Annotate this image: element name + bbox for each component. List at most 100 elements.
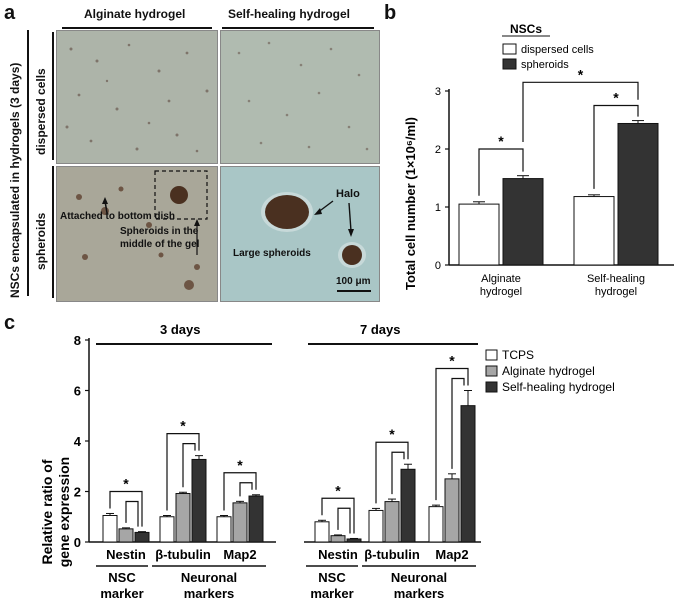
chart-c-bar-2-0	[216, 516, 232, 543]
chart-c-marker-3-line1: Neuronal	[391, 570, 447, 585]
chart-b-legend-swatch-spheroids	[502, 58, 517, 70]
chart-c-marker-2-line2: marker	[310, 586, 353, 601]
micrograph-alginate-dispersed-image	[57, 31, 217, 163]
col-header-selfhealing-underline	[222, 27, 374, 29]
chart-c-sig-outer-5	[435, 367, 469, 501]
chart-c-bar-4-1	[384, 501, 400, 543]
annotation-attached: Attached to bottom dish	[60, 211, 175, 222]
chart-c-sig-star-3: *	[335, 482, 341, 498]
chart-c-xlabel-3: Nestin	[318, 547, 358, 562]
chart-c-sig-outer-2	[223, 472, 257, 511]
chart-c-bar-3-2	[346, 538, 362, 543]
chart-c-xlabel-1: β-tubulin	[155, 547, 211, 562]
chart-c-sig-inner-1	[182, 443, 196, 488]
micrograph-alginate-spheroids	[56, 166, 218, 302]
chart-c-time-3days: 3 days	[160, 322, 200, 337]
micrograph-alginate-spheroids-image	[57, 167, 217, 301]
chart-c-marker-3-line2: markers	[394, 586, 445, 601]
annotation-large-spheroids: Large spheroids	[233, 248, 311, 259]
chart-c-bar-1-2	[191, 458, 207, 543]
chart-c-bar-5-0	[428, 506, 444, 543]
chart-c-sig-star-2: *	[237, 457, 243, 473]
chart-c-ytick-label-4: 8	[74, 333, 81, 348]
chart-c-bar-5-1	[444, 478, 460, 543]
chart-b: NSCs dispersed cells spheroids Total cel…	[403, 22, 674, 298]
chart-b-ylabel: Total cell number (1×10⁶/ml)	[403, 117, 418, 290]
chart-b-sig-alginate-star: *	[498, 133, 504, 149]
chart-b-ytick-label-0: 0	[435, 260, 441, 272]
chart-c-marker-0-line1: NSC	[108, 570, 136, 585]
chart-c-legend-swatch-selfhealing	[485, 381, 498, 393]
chart-c-bar-3-1	[330, 535, 346, 543]
chart-b-sig-between	[522, 81, 639, 143]
chart-c-sig-inner-5	[451, 377, 465, 469]
micrograph-selfhealing-spheroids	[220, 166, 380, 302]
chart-b-legend-spheroids: spheroids	[521, 59, 569, 71]
panel-b-letter: b	[384, 2, 397, 24]
chart-c-ytick-label-2: 4	[74, 434, 82, 449]
chart-c-bar-0-1	[118, 528, 134, 543]
col-header-alginate-underline	[62, 27, 212, 29]
micrograph-selfhealing-dispersed	[220, 30, 380, 164]
chart-b-ytick-label-3: 3	[435, 86, 441, 98]
chart-b-bar-0-0	[458, 203, 500, 266]
micrograph-selfhealing-spheroids-image	[221, 167, 379, 301]
side-divider	[27, 30, 29, 296]
chart-b-bar-1-0	[573, 196, 615, 266]
chart-c-xlabel-4: β-tubulin	[364, 547, 420, 562]
annotation-spheroids-middle-2: middle of the gel	[120, 239, 200, 250]
chart-c-bar-1-0	[159, 516, 175, 543]
chart-b-bar-1-1	[617, 122, 659, 266]
chart-c-marker-0-line2: marker	[100, 586, 143, 601]
chart-c-sig-inner-3	[337, 507, 351, 534]
chart-b-xlabel-1-line2: hydrogel	[595, 286, 637, 298]
chart-c-legend-selfhealing: Self-healing hydrogel	[502, 380, 615, 394]
chart-c-xlabel-0: Nestin	[106, 547, 146, 562]
row-divider-1	[52, 32, 54, 160]
chart-c-bar-1-1	[175, 493, 191, 543]
micrograph-alginate-dispersed	[56, 30, 218, 164]
chart-c-marker-2-line1: NSC	[318, 570, 346, 585]
chart-c-bar-2-2	[248, 495, 264, 543]
chart-c-bar-4-0	[368, 509, 384, 543]
chart-c-legend-alginate: Alginate hydrogel	[502, 364, 595, 378]
side-label: NSCs encapsulated in hydrogels (3 days)	[8, 62, 22, 298]
chart-b-sig-selfhealing-star: *	[613, 90, 619, 106]
chart-b-sig-alginate	[478, 148, 524, 196]
col-header-alginate: Alginate hydrogel	[84, 7, 186, 21]
chart-c-sig-outer-4	[375, 441, 409, 504]
chart-c: 3 days 7 days Relative ratio of gene exp…	[39, 322, 615, 601]
chart-c-sig-inner-0	[125, 500, 139, 527]
chart-b-ytick-label-1: 1	[435, 202, 441, 214]
chart-c-ytick-label-1: 2	[74, 485, 81, 500]
chart-c-sig-outer-0	[109, 490, 143, 527]
chart-c-legend-tcps: TCPS	[502, 348, 534, 362]
chart-b-legend-title: NSCs	[510, 22, 542, 36]
chart-b-bar-0-1	[502, 178, 544, 266]
chart-c-bar-0-2	[134, 531, 150, 543]
micrograph-selfhealing-dispersed-image	[221, 31, 379, 163]
chart-b-xlabel-0-line2: hydrogel	[480, 286, 522, 298]
chart-c-ylabel-2: gene expression	[56, 457, 72, 568]
chart-b-xlabel-0-line1: Alginate	[481, 273, 521, 285]
panel-a-letter: a	[4, 2, 16, 24]
panel-c-letter: c	[4, 312, 16, 334]
annotation-halo: Halo	[336, 188, 360, 200]
chart-b-legend-swatch-dispersed	[502, 43, 517, 55]
chart-c-time-7days: 7 days	[360, 322, 400, 337]
col-header-selfhealing: Self-healing hydrogel	[228, 7, 351, 21]
chart-c-legend-swatch-tcps	[485, 349, 498, 361]
chart-b-sig-selfhealing	[593, 104, 639, 189]
row-divider-2	[52, 166, 54, 298]
chart-b-xlabel-1-line1: Self-healing	[587, 273, 645, 285]
chart-c-bar-2-1	[232, 502, 248, 543]
chart-c-xlabel-2: Map2	[223, 547, 256, 562]
chart-c-bar-5-2	[460, 405, 476, 543]
chart-b-sig-between-star: *	[578, 66, 584, 82]
chart-c-sig-star-5: *	[449, 353, 455, 369]
chart-c-sig-outer-1	[166, 433, 200, 511]
chart-c-sig-star-4: *	[389, 426, 395, 442]
chart-c-sig-inner-2	[239, 482, 253, 497]
chart-c-ylabel-1: Relative ratio of	[39, 459, 55, 564]
chart-c-xlabel-5: Map2	[435, 547, 468, 562]
